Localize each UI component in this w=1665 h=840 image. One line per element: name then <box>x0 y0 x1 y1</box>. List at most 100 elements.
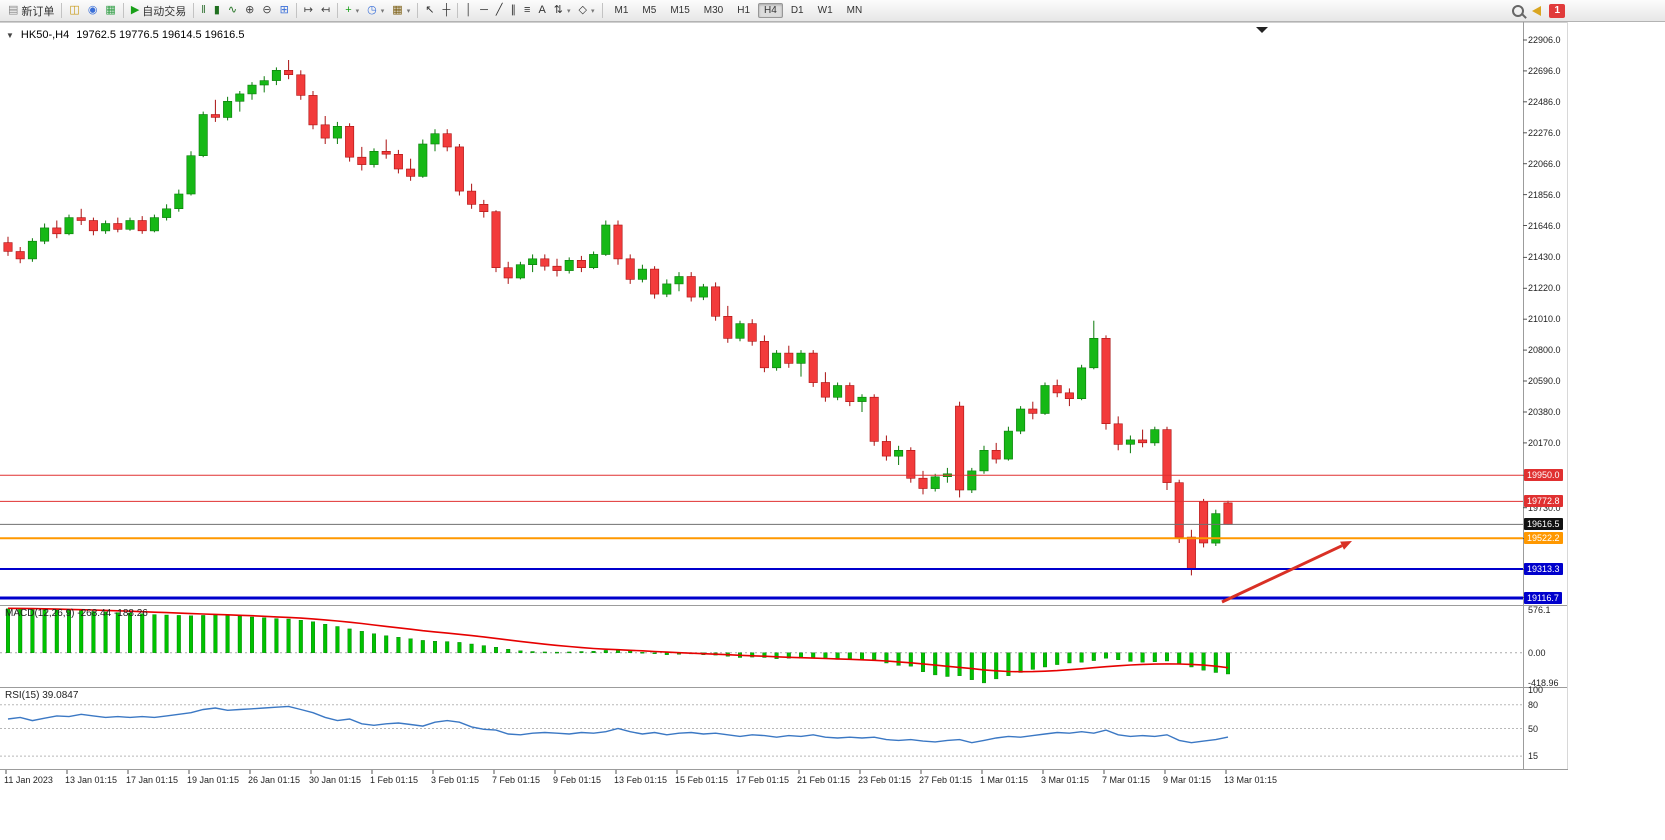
chart-window: ▼ HK50-,H4 19762.5 19776.5 19614.5 19616… <box>0 22 1665 840</box>
macd-axis-max: 576.1 <box>1528 605 1551 615</box>
vertical-line-icon-glyph: │ <box>465 5 472 16</box>
timeframe-switcher: M1M5M15M30H1H4D1W1MN <box>608 3 870 18</box>
arrows-icon-dropdown-icon[interactable]: ▾ <box>567 7 571 15</box>
price-tick: 21010.0 <box>1528 314 1561 324</box>
templates-button[interactable]: ▦▾ <box>388 1 414 21</box>
support-line-19313-tag[interactable]: 19313.3 <box>1524 563 1563 575</box>
market-watch-icon-glyph: ▦ <box>105 5 115 16</box>
timeframe-m15[interactable]: M15 <box>664 3 695 18</box>
date-label: 30 Jan 01:15 <box>309 775 361 785</box>
price-tick: 22066.0 <box>1528 159 1561 169</box>
add-indicator-button-dropdown-icon[interactable]: ▾ <box>356 7 360 15</box>
timeframe-m1[interactable]: M1 <box>609 3 635 18</box>
search-icon[interactable] <box>1512 5 1524 17</box>
templates-button-dropdown-icon[interactable]: ▾ <box>407 7 411 15</box>
new-order-button-glyph: ▤ <box>8 5 18 16</box>
date-label: 23 Feb 01:15 <box>858 775 911 785</box>
support-line-19522-tag[interactable]: 19522.2 <box>1524 532 1563 544</box>
templates-button-glyph: ▦ <box>392 5 402 16</box>
zoom-out-icon-glyph: ⊖ <box>262 5 271 16</box>
new-order-button[interactable]: ▤新订单 <box>4 1 58 21</box>
toolbar-separator <box>123 3 124 18</box>
cursor-icon[interactable]: ↖ <box>421 1 438 21</box>
rsi-value: 39.0847 <box>42 690 78 701</box>
date-label: 13 Jan 01:15 <box>65 775 117 785</box>
toolbar-separator <box>337 3 338 18</box>
crosshair-icon-glyph: ┼ <box>442 5 450 16</box>
new-order-button-label: 新订单 <box>21 3 54 19</box>
resistance-line-19772-tag[interactable]: 19772.8 <box>1524 495 1563 507</box>
support-line-19116-tag[interactable]: 19116.7 <box>1524 592 1562 604</box>
auto-scroll-icon[interactable]: ↦ <box>300 1 317 21</box>
market-watch-icon[interactable]: ▦ <box>101 1 119 21</box>
horizontal-line-icon[interactable]: ─ <box>476 1 492 21</box>
zoom-out-icon[interactable]: ⊖ <box>258 1 275 21</box>
date-label: 13 Mar 01:15 <box>1224 775 1277 785</box>
resistance-line-19950-tag[interactable]: 19950.0 <box>1524 469 1563 481</box>
price-tick: 20800.0 <box>1528 345 1561 355</box>
autotrading-button[interactable]: ▶自动交易 <box>127 1 190 21</box>
tile-windows-icon[interactable]: ⊞ <box>276 1 293 21</box>
price-tick: 21430.0 <box>1528 252 1561 262</box>
bid-price-line-tag[interactable]: 19616.5 <box>1524 518 1563 530</box>
arrows-icon[interactable]: ⇅▾ <box>550 1 575 21</box>
annotation-arrow[interactable] <box>1222 541 1352 602</box>
hlines-layer[interactable] <box>0 475 1523 598</box>
zoom-in-icon[interactable]: ⊕ <box>241 1 258 21</box>
toolbar: ▤新订单◫◉▦▶自动交易ǁ▮∿⊕⊖⊞↦↤+▾◷▾▦▾↖┼│─╱∥≡A⇅▾◇▾M1… <box>0 0 1665 22</box>
periods-button-dropdown-icon[interactable]: ▾ <box>381 7 385 15</box>
toolbar-separator <box>61 3 62 18</box>
date-label: 19 Jan 01:15 <box>187 775 239 785</box>
chart-shift-icon[interactable]: ↤ <box>317 1 334 21</box>
shapes-icon-glyph: ◇ <box>579 5 587 16</box>
trendline-icon[interactable]: ╱ <box>492 1 507 21</box>
candlestick-chart-icon[interactable]: ▮ <box>210 1 224 21</box>
shapes-icon[interactable]: ◇▾ <box>575 1 599 21</box>
macd-name: MACD(12,26,9) <box>5 608 74 619</box>
rsi-indicator-label: RSI(15) 39.0847 <box>5 690 78 701</box>
vertical-line-icon[interactable]: │ <box>461 1 476 21</box>
toolbar-right: 1 <box>1512 0 1565 22</box>
bars-chart-icon[interactable]: ǁ <box>197 1 210 21</box>
toolbar-separator <box>296 3 297 18</box>
collapse-icon[interactable]: ▼ <box>6 31 14 40</box>
date-label: 17 Jan 01:15 <box>126 775 178 785</box>
horizontal-line-icon-glyph: ─ <box>480 5 488 16</box>
timeframe-m30[interactable]: M30 <box>698 3 729 18</box>
crosshair-icon[interactable]: ┼ <box>438 1 454 21</box>
date-label: 7 Feb 01:15 <box>492 775 540 785</box>
panel-borders <box>0 22 1568 774</box>
timeframe-mn[interactable]: MN <box>841 3 869 18</box>
date-label: 9 Mar 01:15 <box>1163 775 1211 785</box>
notification-badge[interactable]: 1 <box>1549 4 1565 18</box>
chart-shift-marker[interactable] <box>1256 27 1268 33</box>
date-label: 15 Feb 01:15 <box>675 775 728 785</box>
timeframe-w1[interactable]: W1 <box>812 3 839 18</box>
chart-canvas[interactable] <box>0 22 1665 840</box>
line-chart-icon[interactable]: ∿ <box>224 1 241 21</box>
date-label: 1 Feb 01:15 <box>370 775 418 785</box>
periods-button[interactable]: ◷▾ <box>363 1 388 21</box>
charts-icon[interactable]: ◫ <box>65 1 83 21</box>
profiles-icon[interactable]: ◉ <box>84 1 102 21</box>
chart-shift-icon-glyph: ↤ <box>321 5 330 16</box>
timeframe-h1[interactable]: H1 <box>731 3 756 18</box>
fibonacci-icon[interactable]: ≡ <box>520 1 534 21</box>
text-icon[interactable]: A <box>534 1 549 21</box>
timeframe-m5[interactable]: M5 <box>636 3 662 18</box>
zoom-in-icon-glyph: ⊕ <box>245 5 254 16</box>
add-indicator-button[interactable]: +▾ <box>341 1 363 21</box>
time-axis[interactable]: 11 Jan 202313 Jan 01:1517 Jan 01:1519 Ja… <box>0 773 1523 787</box>
price-tick: 20170.0 <box>1528 438 1561 448</box>
periods-button-glyph: ◷ <box>367 5 377 16</box>
timeframe-d1[interactable]: D1 <box>785 3 810 18</box>
price-tick: 21646.0 <box>1528 221 1561 231</box>
line-chart-icon-glyph: ∿ <box>228 5 237 16</box>
timeframe-h4[interactable]: H4 <box>758 3 783 18</box>
rsi-axis-15: 15 <box>1528 751 1538 761</box>
trendline-icon-glyph: ╱ <box>496 5 503 16</box>
shapes-icon-dropdown-icon[interactable]: ▾ <box>591 7 595 15</box>
alert-icon[interactable] <box>1532 6 1541 16</box>
fibonacci-icon-glyph: ≡ <box>524 5 530 16</box>
channel-icon[interactable]: ∥ <box>507 1 521 21</box>
